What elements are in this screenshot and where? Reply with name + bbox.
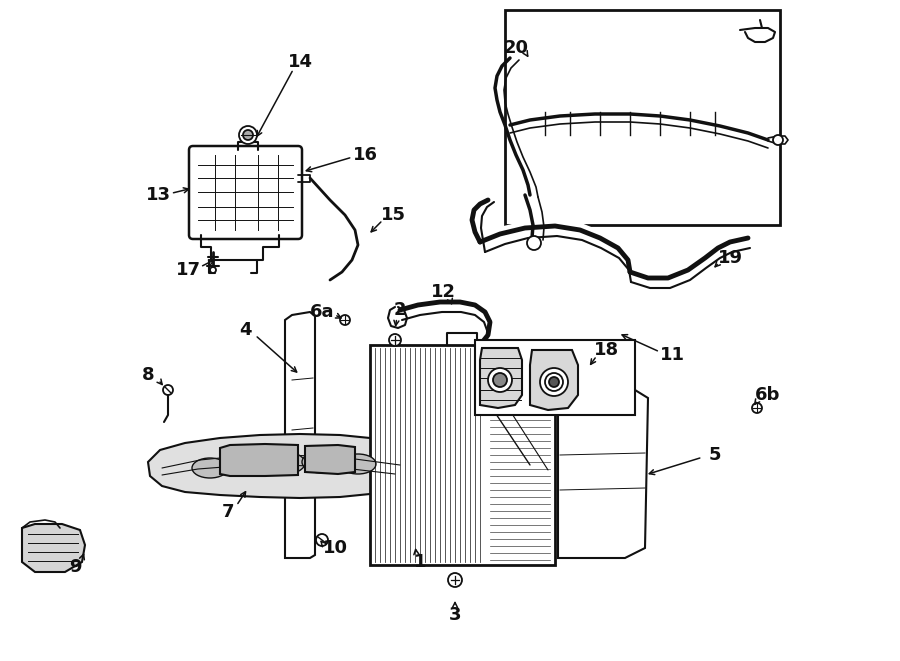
Text: 5: 5: [709, 446, 721, 464]
Text: 15: 15: [381, 206, 406, 224]
Circle shape: [752, 403, 762, 413]
Ellipse shape: [192, 458, 228, 478]
Polygon shape: [285, 312, 315, 558]
Circle shape: [545, 373, 563, 391]
Polygon shape: [480, 348, 522, 408]
Text: 4: 4: [238, 321, 251, 339]
Ellipse shape: [265, 452, 305, 474]
Text: 6a: 6a: [310, 303, 334, 321]
Text: 13: 13: [146, 186, 170, 204]
Polygon shape: [558, 390, 648, 558]
Ellipse shape: [228, 454, 268, 476]
Text: 9: 9: [68, 558, 81, 576]
Circle shape: [243, 130, 253, 140]
Text: 16: 16: [353, 146, 377, 164]
Circle shape: [210, 267, 216, 273]
Circle shape: [540, 368, 568, 396]
Polygon shape: [220, 444, 298, 476]
Text: 19: 19: [717, 249, 742, 267]
Polygon shape: [148, 434, 425, 498]
Text: 20: 20: [503, 39, 528, 57]
Circle shape: [340, 315, 350, 325]
Bar: [505, 10, 780, 225]
Ellipse shape: [302, 451, 342, 473]
FancyBboxPatch shape: [189, 146, 302, 239]
Circle shape: [549, 377, 559, 387]
Text: 1: 1: [414, 553, 427, 571]
Circle shape: [389, 334, 401, 346]
Circle shape: [527, 236, 541, 250]
Text: 17: 17: [176, 261, 201, 279]
Text: 8: 8: [141, 366, 154, 384]
Bar: [475, 340, 635, 415]
Circle shape: [773, 135, 783, 145]
Text: 3: 3: [449, 606, 461, 624]
Circle shape: [316, 534, 328, 546]
Text: 2: 2: [394, 301, 406, 319]
Circle shape: [448, 573, 462, 587]
Text: 18: 18: [593, 341, 618, 359]
Circle shape: [493, 373, 507, 387]
Ellipse shape: [340, 454, 376, 474]
Polygon shape: [22, 524, 85, 572]
Text: 7: 7: [221, 503, 234, 521]
Text: 12: 12: [430, 283, 455, 301]
Text: 10: 10: [322, 539, 347, 557]
Polygon shape: [305, 445, 355, 474]
Polygon shape: [530, 350, 578, 410]
Circle shape: [488, 368, 512, 392]
Circle shape: [163, 385, 173, 395]
Text: 14: 14: [287, 53, 312, 71]
Text: 6b: 6b: [755, 386, 780, 404]
Text: 11: 11: [660, 346, 685, 364]
Circle shape: [239, 126, 257, 144]
Bar: [370, 345, 555, 565]
